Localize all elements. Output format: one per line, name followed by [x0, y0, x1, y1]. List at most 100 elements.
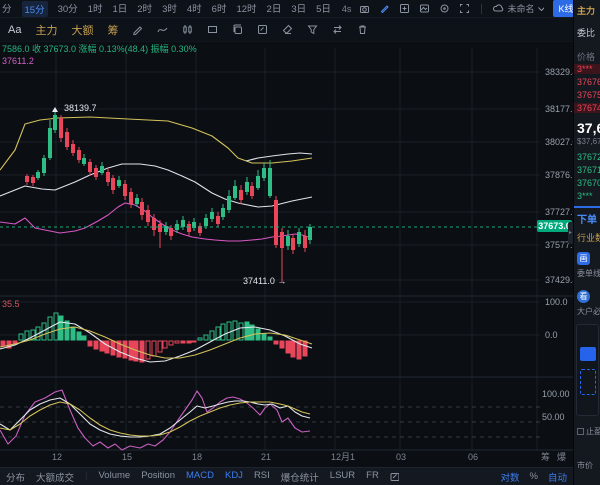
scale-option-自动[interactable]: 自动	[547, 472, 567, 484]
time-axis-label: 12月1	[331, 452, 356, 462]
place-order-button[interactable]: 下单	[577, 215, 597, 226]
eraser-icon[interactable]	[282, 24, 293, 35]
price-axis-label: 37577.9	[545, 240, 578, 250]
cloud-icon	[493, 4, 504, 12]
kdj-axis-label: 50.00	[542, 412, 565, 422]
industry-data-link[interactable]: 行业数据	[577, 233, 600, 243]
ask-row[interactable]: 37676.0	[577, 77, 600, 87]
bid-row[interactable]: 3***	[577, 191, 593, 201]
scale-options: 对数% 自动	[501, 470, 567, 484]
last-price-usd: $37,673.0	[577, 137, 600, 146]
filter-funnel-icon[interactable]	[307, 24, 318, 35]
scale-option-对数[interactable]: 对数	[500, 472, 520, 484]
timeframe-3时[interactable]: 3时	[162, 3, 177, 15]
macd-axis-label: 0.0	[545, 330, 558, 340]
indicator-tab-分布[interactable]: 分布	[6, 472, 26, 484]
macd-axis-label: 100.0	[545, 297, 568, 307]
timeframe-1日[interactable]: 1日	[112, 3, 128, 15]
indicator-tab-RSI[interactable]: RSI	[253, 469, 270, 481]
time-axis-label: 筹	[541, 452, 551, 462]
ask-row[interactable]: 3***	[574, 64, 600, 74]
camera-icon[interactable]	[359, 3, 370, 14]
curve-tool-icon[interactable]	[157, 24, 168, 35]
current-price-tag: 37673.0	[537, 220, 572, 232]
indicator-tab-爆仓统计[interactable]: 爆仓统计	[280, 472, 319, 484]
price-axis-label: 38329.4	[545, 67, 578, 77]
timeframe-12时[interactable]: 12时	[236, 3, 257, 15]
fullscreen-icon[interactable]	[459, 3, 470, 14]
price-axis-label: 37429.4	[545, 275, 578, 285]
macd-value-label: 35.5	[2, 299, 20, 309]
order-tab-indicator	[574, 206, 600, 208]
compare-image-icon[interactable]	[419, 3, 430, 14]
last-price: 37,673.0	[577, 120, 600, 136]
bid-row[interactable]: 37670.6	[577, 178, 600, 188]
edit-indicators-icon[interactable]	[390, 472, 399, 481]
indicator-value-line: 37611.2	[2, 56, 34, 66]
chevron-down-icon	[538, 7, 545, 12]
time-axis-label: 爆	[557, 452, 567, 462]
buy-button[interactable]	[580, 347, 596, 361]
high-price-label: 38139.7	[64, 103, 97, 113]
ask-row[interactable]: 37675.2	[577, 90, 600, 100]
indicator-tab-KDJ[interactable]: KDJ	[224, 469, 243, 481]
low-price-label: 37411.0 →	[243, 276, 287, 286]
swap-icon[interactable]	[332, 24, 343, 35]
timeframe-6时[interactable]: 6时	[211, 3, 227, 15]
depth-line-promo-icon[interactable]: 画	[577, 252, 590, 265]
timeframe-2时[interactable]: 2时	[137, 3, 153, 15]
timeframe-分[interactable]: 分	[2, 3, 12, 15]
large-orders-toggle[interactable]: 大额	[71, 24, 94, 37]
layout-name: 未命名	[507, 4, 535, 14]
main-force-toggle[interactable]: 主力	[35, 24, 58, 37]
trash-icon[interactable]	[357, 24, 368, 35]
orderbook-panel: 主力 委比 价格 3*** 37676.0 37675.2 37674.1 37…	[573, 0, 600, 485]
ask-row[interactable]: 37674.1	[574, 103, 600, 113]
pencil-icon[interactable]	[132, 24, 143, 35]
price-axis-label: 38027.0	[545, 137, 578, 147]
time-axis-label: 21	[261, 452, 272, 462]
chart-action-icons: 未命名 K线分析	[359, 0, 600, 17]
note-icon[interactable]	[257, 24, 268, 35]
indicator-tab-Position[interactable]: Position	[141, 469, 175, 481]
indicator-tab-FR[interactable]: FR	[366, 469, 379, 481]
chips-toggle[interactable]: 筹	[107, 24, 119, 37]
timeframe-toolbar: 分 15分 30分 1时 1日 2时 3时 4时 6时 12时 2日 3日 5日 4s 未命名 K线分析	[0, 0, 597, 18]
copy-icon[interactable]	[232, 24, 243, 35]
rectangle-tool-icon[interactable]	[207, 24, 218, 35]
timeframe-5日[interactable]: 5日	[316, 3, 331, 15]
timeframe-30分[interactable]: 30分	[57, 3, 78, 15]
amount-box[interactable]	[580, 369, 596, 395]
candle-pattern-icon[interactable]	[182, 24, 193, 35]
text-tool[interactable]: Aa	[8, 23, 22, 36]
indicator-tab-大额成交[interactable]: 大额成交	[36, 472, 75, 484]
order-type-label[interactable]: 市价	[577, 461, 593, 470]
kline-chart[interactable]	[0, 0, 573, 467]
indicator-tabs: 分布 大额成交 | Volume Position MACD KDJ RSI 爆仓统计 LSUR F…	[6, 470, 379, 484]
cloud-layout-selector[interactable]: 未命名	[493, 2, 545, 15]
indicator-tab-LSUR[interactable]: LSUR	[329, 469, 356, 481]
target-icon[interactable]	[439, 3, 450, 14]
timeframe-4时[interactable]: 4时	[186, 3, 202, 15]
panel-collapse-handle[interactable]: ▸	[568, 222, 573, 244]
depth-line-promo-label: 委单线	[577, 269, 600, 278]
price-axis-label: 37727.0	[545, 207, 578, 217]
price-column-header: 价格	[577, 52, 596, 62]
tp-sl-checkbox[interactable]: 止盈	[577, 426, 600, 437]
tab-main-force[interactable]: 主力	[577, 6, 596, 16]
timeframe-3日[interactable]: 3日	[291, 3, 307, 15]
timeframe-15分[interactable]: 15分	[21, 0, 48, 17]
bid-row[interactable]: 37672.9	[577, 152, 600, 162]
scale-option-%[interactable]: %	[529, 471, 538, 482]
timeframe-list: 分 15分 30分 1时 1日 2时 3时 4时 6时 12时 2日 3日 5日	[0, 0, 336, 17]
whale-watch-promo-icon[interactable]: 看	[577, 290, 590, 303]
add-pane-icon[interactable]	[399, 3, 410, 14]
indicator-tab-MACD[interactable]: MACD	[186, 469, 214, 481]
bid-row[interactable]: 37671.3	[577, 165, 600, 175]
indicator-tab-Volume[interactable]: Volume	[98, 469, 131, 481]
candle-countdown: 4s	[341, 3, 352, 14]
timeframe-1时[interactable]: 1时	[87, 3, 103, 15]
draw-pen-icon[interactable]	[379, 3, 390, 14]
timeframe-2日[interactable]: 2日	[266, 3, 282, 15]
